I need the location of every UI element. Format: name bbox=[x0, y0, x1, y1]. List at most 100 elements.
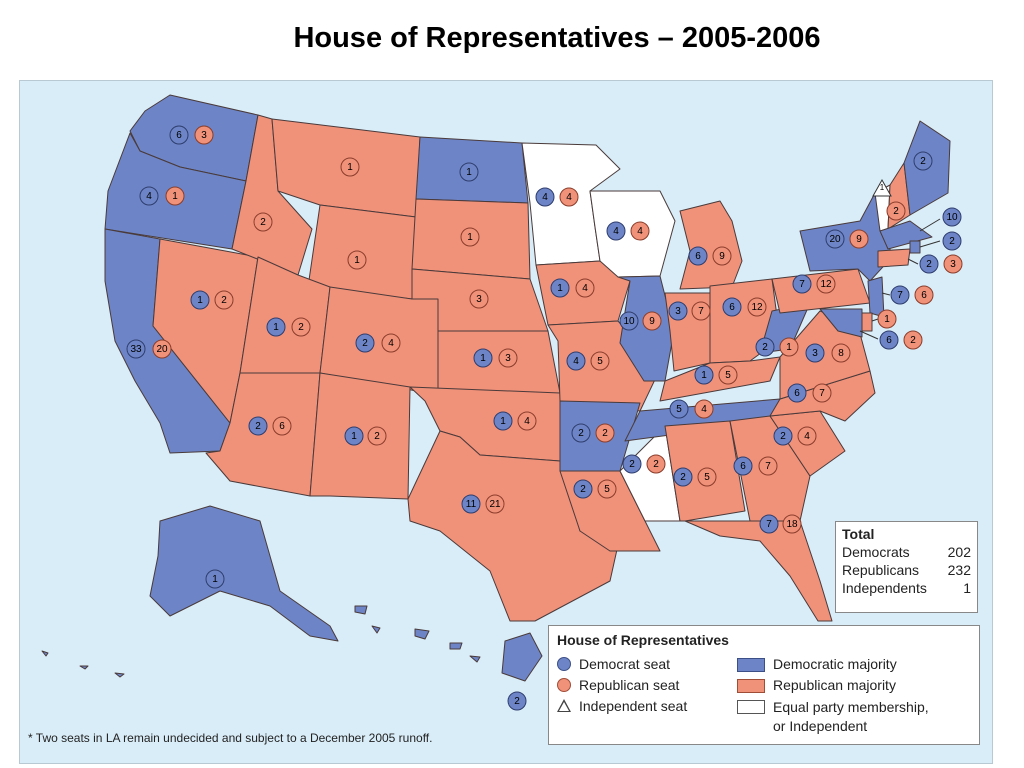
legend-label: Republican seat bbox=[579, 677, 680, 693]
republican-seat-marker: 2 bbox=[903, 330, 923, 350]
svg-text:2: 2 bbox=[602, 428, 608, 439]
democrat-seat-marker: 11 bbox=[461, 494, 481, 514]
total-label: Republicans bbox=[842, 562, 920, 578]
democrat-seat-icon bbox=[557, 657, 571, 671]
legend-item-independent-seat: Independent seat bbox=[557, 698, 687, 714]
democrat-seat-marker: 1 bbox=[344, 426, 364, 446]
svg-text:5: 5 bbox=[604, 484, 610, 495]
leader-line bbox=[907, 258, 919, 265]
legend-label: Democratic majority bbox=[773, 656, 897, 672]
svg-text:21: 21 bbox=[489, 499, 501, 510]
democrat-seat-marker: 2 bbox=[571, 423, 591, 443]
democrat-seat-marker: 4 bbox=[606, 221, 626, 241]
republican-seat-marker: 1 bbox=[347, 250, 367, 270]
state-ks bbox=[437, 330, 561, 396]
republican-seat-marker: 9 bbox=[712, 246, 732, 266]
democrat-seat-marker: 6 bbox=[169, 125, 189, 145]
svg-text:5: 5 bbox=[704, 472, 710, 483]
svg-text:2: 2 bbox=[949, 236, 955, 247]
svg-text:1: 1 bbox=[557, 283, 563, 294]
svg-text:3: 3 bbox=[505, 353, 511, 364]
svg-text:1: 1 bbox=[466, 167, 472, 178]
state-ny bbox=[799, 192, 893, 282]
democrat-seat-marker: 1 bbox=[266, 317, 286, 337]
svg-text:3: 3 bbox=[476, 294, 482, 305]
democratic-majority-swatch bbox=[737, 658, 765, 672]
svg-text:9: 9 bbox=[719, 251, 725, 262]
republican-seat-marker: 7 bbox=[758, 456, 778, 476]
states-layer bbox=[41, 94, 951, 682]
republican-seat-marker: 20 bbox=[152, 339, 172, 359]
democrat-seat-marker: 6 bbox=[722, 297, 742, 317]
total-value: 1 bbox=[963, 580, 971, 596]
total-label: Democrats bbox=[842, 544, 910, 560]
svg-text:1: 1 bbox=[701, 370, 707, 381]
svg-text:4: 4 bbox=[573, 356, 579, 367]
republican-seat-marker: 12 bbox=[816, 274, 836, 294]
svg-text:2: 2 bbox=[920, 156, 926, 167]
legend-item-republican-seat: Republican seat bbox=[557, 677, 679, 693]
total-label: Independents bbox=[842, 580, 927, 596]
leader-line bbox=[859, 330, 879, 340]
republican-seat-marker: 4 bbox=[630, 221, 650, 241]
legend-item-democrat-seat: Democrat seat bbox=[557, 656, 670, 672]
svg-text:4: 4 bbox=[701, 404, 707, 415]
svg-text:7: 7 bbox=[765, 461, 771, 472]
state-tx bbox=[407, 430, 621, 622]
democrat-seat-marker: 2 bbox=[913, 151, 933, 171]
island-shape bbox=[41, 650, 49, 657]
svg-text:6: 6 bbox=[729, 302, 735, 313]
total-row-democrats: Democrats 202 bbox=[842, 543, 971, 561]
republican-seat-marker: 2 bbox=[253, 212, 273, 232]
democrat-seat-marker: 1 bbox=[694, 365, 714, 385]
svg-text:6: 6 bbox=[279, 421, 285, 432]
svg-text:1: 1 bbox=[212, 574, 218, 585]
svg-text:2: 2 bbox=[578, 428, 584, 439]
island-shape bbox=[414, 628, 430, 640]
republican-seat-marker: 5 bbox=[597, 479, 617, 499]
island-shape bbox=[354, 605, 368, 615]
republican-seat-marker: 4 bbox=[517, 411, 537, 431]
svg-text:1: 1 bbox=[880, 183, 885, 192]
svg-text:6: 6 bbox=[695, 251, 701, 262]
state-il bbox=[617, 275, 675, 382]
svg-text:3: 3 bbox=[812, 348, 818, 359]
republican-seat-marker: 21 bbox=[485, 494, 505, 514]
democrat-seat-marker: 2 bbox=[773, 426, 793, 446]
independent-seat-marker: 1 bbox=[872, 178, 892, 197]
republican-seat-marker: 8 bbox=[831, 343, 851, 363]
svg-text:5: 5 bbox=[676, 404, 682, 415]
svg-text:12: 12 bbox=[820, 279, 832, 290]
state-ri bbox=[909, 240, 921, 254]
democrat-seat-marker: 7 bbox=[759, 514, 779, 534]
democrat-seat-marker: 2 bbox=[919, 254, 939, 274]
state-ak bbox=[149, 505, 339, 642]
svg-text:2: 2 bbox=[653, 459, 659, 470]
republican-seat-icon bbox=[557, 678, 571, 692]
republican-seat-marker: 2 bbox=[595, 423, 615, 443]
svg-text:11: 11 bbox=[466, 499, 477, 510]
svg-text:7: 7 bbox=[819, 388, 825, 399]
svg-text:4: 4 bbox=[582, 283, 588, 294]
svg-text:2: 2 bbox=[910, 335, 916, 346]
total-header: Total bbox=[842, 526, 875, 542]
svg-text:4: 4 bbox=[388, 338, 394, 349]
svg-text:4: 4 bbox=[542, 192, 548, 203]
svg-text:7: 7 bbox=[799, 279, 805, 290]
democrat-seat-marker: 2 bbox=[507, 691, 527, 711]
svg-text:2: 2 bbox=[260, 217, 266, 228]
legend-label: Republican majority bbox=[773, 677, 896, 693]
republican-majority-swatch bbox=[737, 679, 765, 693]
republican-seat-marker: 6 bbox=[914, 285, 934, 305]
legend-item-equal-or-independent: Equal party membership, or Independent bbox=[737, 698, 929, 736]
democrat-seat-marker: 6 bbox=[733, 456, 753, 476]
democrat-seat-marker: 1 bbox=[459, 162, 479, 182]
svg-text:1: 1 bbox=[197, 295, 203, 306]
svg-text:3: 3 bbox=[201, 130, 207, 141]
state-nj bbox=[867, 276, 885, 318]
svg-text:20: 20 bbox=[156, 344, 168, 355]
svg-text:1: 1 bbox=[351, 431, 357, 442]
svg-text:1: 1 bbox=[500, 416, 506, 427]
svg-text:8: 8 bbox=[838, 348, 844, 359]
legend-label: Independent seat bbox=[579, 698, 688, 714]
